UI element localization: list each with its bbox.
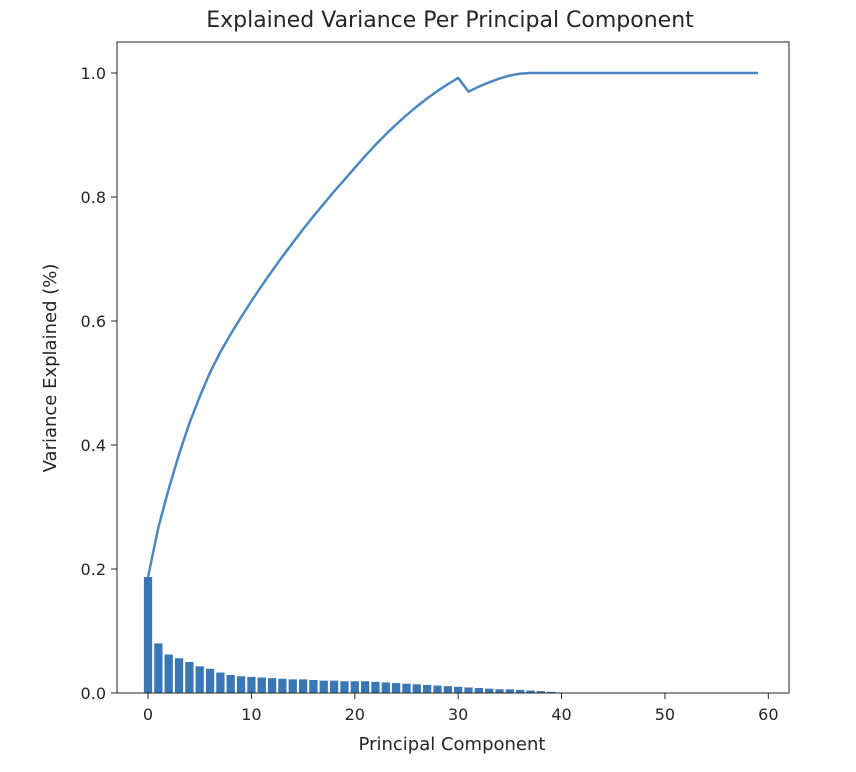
x-tick-label-30: 30 [448, 705, 468, 724]
bar-pc-9 [236, 676, 246, 693]
bar-pc-31 [464, 687, 473, 693]
bar-pc-16 [309, 679, 318, 693]
x-tick-label-60: 60 [758, 705, 778, 724]
bar-pc-23 [381, 682, 390, 693]
bar-pc-6 [205, 668, 215, 693]
bar-pc-5 [195, 666, 204, 693]
bar-pc-17 [319, 680, 328, 693]
bar-pc-28 [433, 685, 442, 693]
bar-pc-26 [412, 684, 421, 693]
bar-pc-37 [526, 690, 535, 693]
bar-pc-33 [485, 688, 494, 693]
x-tick-label-10: 10 [241, 705, 261, 724]
y-tick-label-2: 0.4 [81, 436, 106, 455]
bar-pc-39 [547, 691, 556, 693]
bar-pc-18 [329, 680, 339, 693]
bar-pc-29 [443, 686, 452, 693]
bar-pc-1 [154, 643, 163, 693]
bar-pc-19 [340, 681, 349, 693]
plot-frame [116, 41, 790, 694]
bar-pc-24 [392, 683, 401, 693]
bar-pc-4 [185, 662, 194, 693]
bar-pc-38 [536, 691, 546, 693]
cumulative-variance-line [146, 71, 758, 578]
x-tick-label-50: 50 [655, 705, 675, 724]
bar-pc-15 [298, 679, 308, 693]
y-tick-label-0: 0.0 [81, 684, 106, 703]
bar-pc-34 [495, 689, 504, 693]
x-tick-label-20: 20 [345, 705, 365, 724]
bar-pc-8 [226, 675, 235, 693]
bar-pc-20 [350, 681, 359, 693]
y-axis-label: Variance Explained (%) [40, 264, 61, 473]
bar-pc-11 [257, 677, 266, 693]
bar-pc-2 [164, 654, 173, 693]
bar-pc-14 [288, 679, 297, 693]
axes-layer: 0 10 20 30 40 50 60 0.0 0.2 0.4 0.6 0.8 1.0 [81, 41, 790, 724]
bar-pc-30 [454, 686, 463, 693]
x-tick-label-0: 0 [143, 705, 153, 724]
bar-pc-3 [174, 658, 184, 693]
x-tick-label-40: 40 [551, 705, 571, 724]
x-axis-label: Principal Component [359, 734, 546, 755]
bar-pc-35 [505, 689, 514, 693]
bar-pc-25 [402, 683, 411, 693]
bar-pc-13 [278, 678, 287, 693]
bar-pc-10 [247, 676, 256, 693]
y-tick-label-4: 0.8 [81, 188, 106, 207]
bar-pc-27 [423, 684, 432, 693]
line-layer [146, 71, 758, 578]
bars-layer [143, 577, 556, 693]
bar-pc-21 [360, 681, 370, 693]
bar-pc-7 [216, 672, 225, 693]
bar-pc-22 [371, 681, 380, 693]
bar-pc-32 [474, 688, 483, 693]
bar-pc-0 [143, 577, 153, 693]
y-tick-label-5: 1.0 [81, 64, 106, 83]
bar-pc-12 [267, 678, 277, 693]
y-tick-label-1: 0.2 [81, 560, 106, 579]
chart-title: Explained Variance Per Principal Compone… [206, 8, 694, 33]
bar-pc-36 [516, 689, 525, 693]
y-tick-label-3: 0.6 [81, 312, 106, 331]
